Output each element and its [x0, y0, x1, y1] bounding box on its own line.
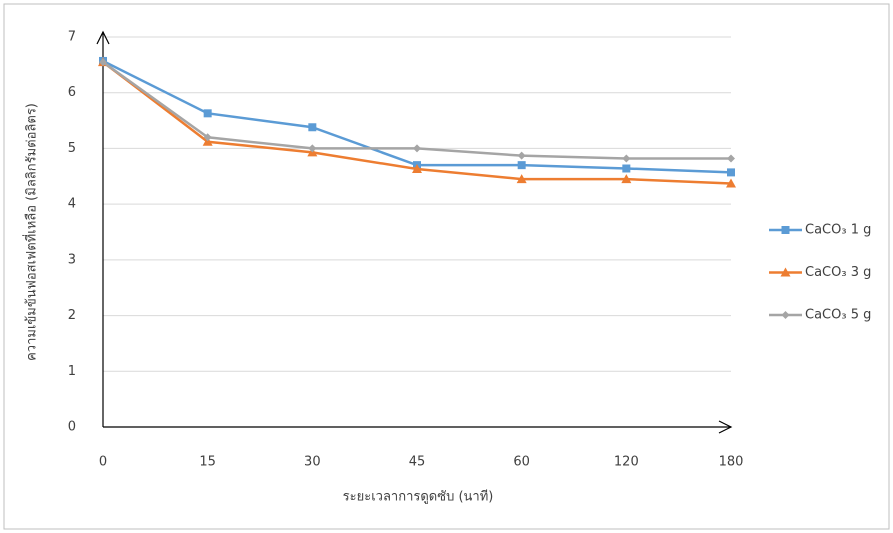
y-tick-label: 4	[68, 197, 76, 212]
chart-frame	[4, 4, 889, 529]
y-tick-label: 5	[68, 141, 76, 156]
y-tick-label: 0	[68, 420, 76, 435]
x-tick-label: 60	[513, 455, 530, 470]
y-axis-title: ความเข้มข้นฟอสเฟตที่เหลือ (มิลลิกรัมต่อล…	[23, 103, 40, 361]
x-tick-label: 180	[719, 455, 744, 470]
data-point	[727, 168, 735, 176]
legend-marker	[782, 226, 790, 234]
data-point	[622, 164, 630, 172]
x-tick-label: 15	[199, 455, 216, 470]
data-point	[204, 109, 212, 117]
y-tick-label: 1	[68, 364, 76, 379]
legend-label: CaCO₃ 1 g	[805, 223, 871, 238]
y-tick-label: 7	[68, 30, 76, 45]
data-point	[518, 161, 526, 169]
legend-label: CaCO₃ 5 g	[805, 308, 871, 323]
legend-label: CaCO₃ 3 g	[805, 265, 871, 280]
chart: ระยะเวลาการดูดซับ (นาที) ความเข้มข้นฟอสเ…	[0, 0, 893, 533]
x-tick-label: 30	[304, 455, 321, 470]
y-tick-label: 2	[68, 308, 76, 323]
y-tick-label: 3	[68, 252, 76, 267]
y-tick-label: 6	[68, 85, 76, 100]
x-tick-label: 120	[614, 455, 639, 470]
x-axis-title: ระยะเวลาการดูดซับ (นาที)	[343, 489, 494, 505]
x-tick-label: 0	[99, 455, 107, 470]
data-point	[308, 123, 316, 131]
x-tick-label: 45	[409, 455, 426, 470]
